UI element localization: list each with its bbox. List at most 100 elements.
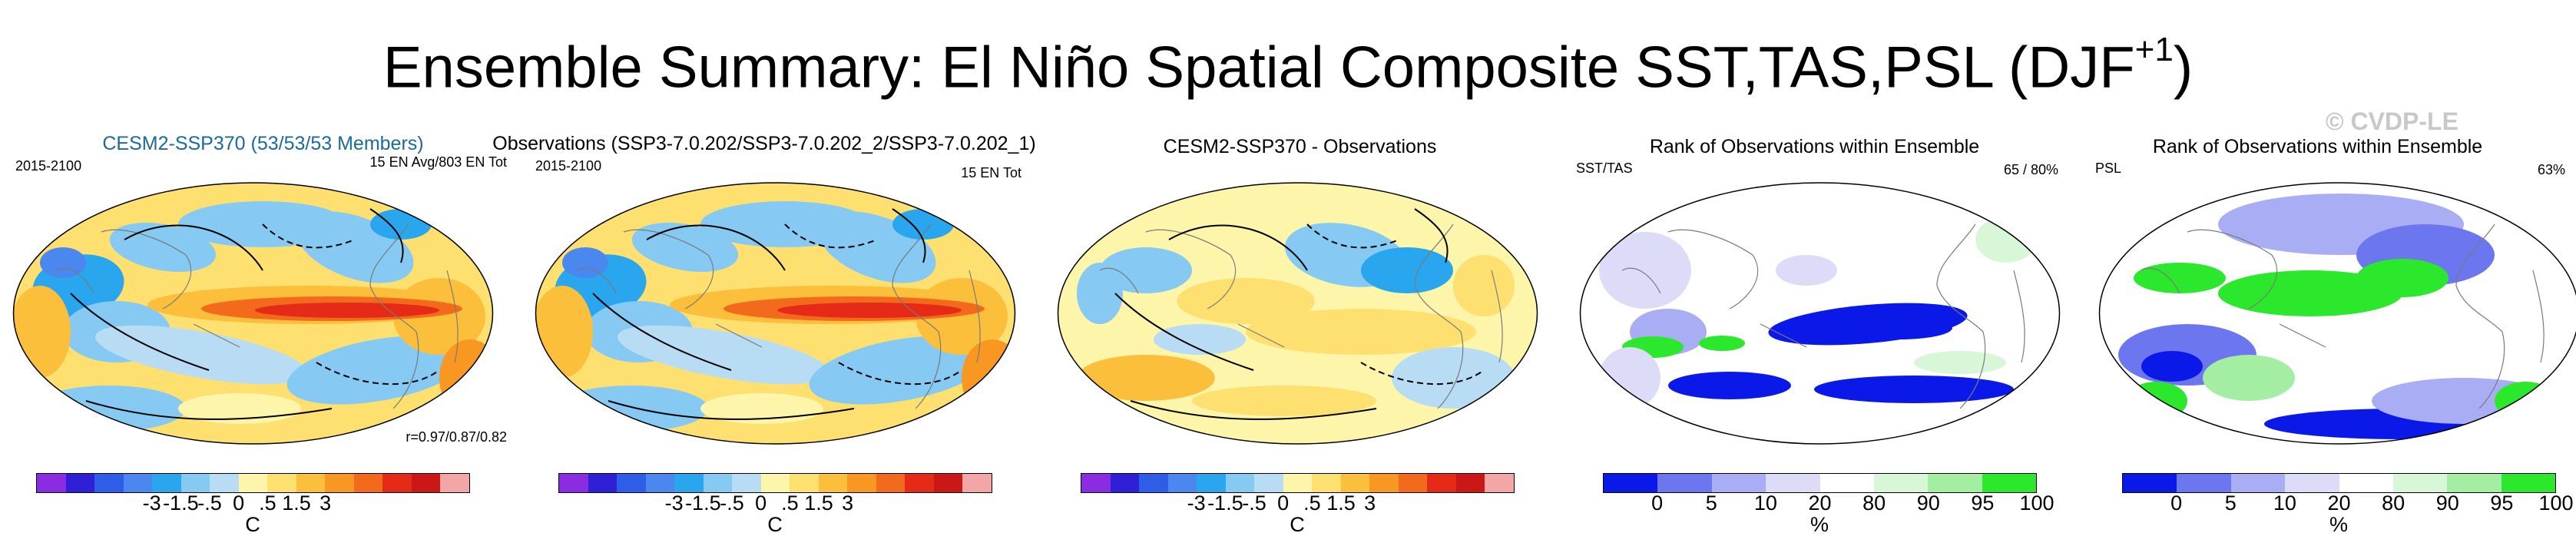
field-patch <box>1077 263 1123 324</box>
colorbar-tick-label: 3 <box>1364 491 1376 515</box>
panel-5-variable: PSL <box>2095 161 2122 176</box>
panel-3-map <box>1057 182 1538 445</box>
colorbar-swatch <box>933 474 963 492</box>
colorbar-tick-label: 80 <box>2382 491 2405 515</box>
colorbar-swatch <box>325 474 354 492</box>
colorbar-swatch <box>180 474 210 492</box>
psl-contour <box>369 208 404 263</box>
panel-1-title: CESM2-SSP370 (53/53/53 Members) <box>102 133 424 154</box>
field-patch <box>1192 386 1376 416</box>
panel-4-title: Rank of Observations within Ensemble <box>1649 136 1980 157</box>
colorbar-tick-label: -3 <box>664 491 684 515</box>
colorbar-swatch <box>818 474 848 492</box>
coastline <box>1667 229 1759 309</box>
colorbar-tick-label: .5 <box>1303 491 1321 515</box>
colorbar-swatch <box>94 474 124 492</box>
psl-contour <box>316 362 440 386</box>
coastline <box>446 270 459 363</box>
colorbar-swatch <box>1604 474 1658 492</box>
field-patch <box>1100 247 1192 293</box>
map-outline <box>12 182 494 445</box>
colorbar-swatch <box>2447 474 2502 492</box>
field-patch <box>2203 355 2295 401</box>
colorbar-swatch <box>440 474 469 492</box>
colorbar-swatch <box>674 474 704 492</box>
panel-4-summary: 65 / 80% <box>2003 162 2058 177</box>
colorbar-swatch <box>2177 474 2231 492</box>
colorbar-swatch <box>1369 474 1399 492</box>
field-patch <box>2141 351 2203 382</box>
psl-contour <box>85 400 333 420</box>
colorbar-swatch <box>382 474 412 492</box>
colorbar-swatch <box>238 474 268 492</box>
colorbar-tick-label: 20 <box>1808 491 1832 515</box>
psl-contour <box>1414 208 1449 263</box>
colorbar-swatch <box>962 474 992 492</box>
psl-contour <box>608 400 855 420</box>
field-patch <box>1975 217 2037 263</box>
psl-contour <box>892 208 926 263</box>
colorbar-swatch <box>1398 474 1428 492</box>
colorbar-tick-label: .5 <box>259 491 276 515</box>
colorbar-swatch <box>876 474 906 492</box>
field-patch <box>535 286 593 378</box>
colorbar-swatch <box>2285 474 2339 492</box>
colorbar-swatch <box>152 474 181 492</box>
colorbar-tick-label: .5 <box>781 491 799 515</box>
panel-1-period: 2015-2100 <box>15 158 82 174</box>
coastline <box>968 270 981 363</box>
panel-1-correlation: r=0.97/0.87/0.82 <box>406 429 507 445</box>
psl-contour <box>124 224 263 271</box>
coastline <box>1621 267 1661 294</box>
coastline <box>101 229 192 309</box>
field-patch <box>95 325 307 385</box>
coastline <box>2141 267 2180 294</box>
colorbar-tick-label: -.5 <box>720 491 744 515</box>
psl-contour <box>1360 362 1485 386</box>
psl-contour <box>592 293 732 371</box>
colorbar-swatch <box>645 474 675 492</box>
map-outline <box>1057 182 1538 445</box>
figure-title-close: ) <box>2173 35 2194 101</box>
colorbar-swatch <box>1873 474 1929 492</box>
figure-title-text: Ensemble Summary: El Niño Spatial Compos… <box>382 35 2135 101</box>
field-patch <box>2134 263 2226 293</box>
colorbar-swatch <box>2230 474 2286 492</box>
colorbar-swatch <box>1657 474 1712 492</box>
map-outline <box>2098 182 2576 445</box>
colorbar-swatch <box>65 474 95 492</box>
coastline <box>2532 270 2545 363</box>
field-patch <box>40 247 86 278</box>
figure-title-superscript: +1 <box>2134 31 2174 68</box>
field-patch <box>777 303 962 318</box>
coastline <box>1936 223 1986 409</box>
field-patch <box>1361 247 1453 293</box>
colorbar-tick-label: 0 <box>2170 491 2183 515</box>
panel-3-colorbar <box>1081 473 1515 493</box>
panel-2-map <box>535 182 1016 445</box>
panel-3-title: CESM2-SSP370 - Observations <box>1163 136 1437 157</box>
colorbar-swatch <box>1766 474 1820 492</box>
coastline <box>2187 229 2278 309</box>
colorbar-tick-label: -.5 <box>1242 491 1266 515</box>
psl-contour <box>1130 400 1377 420</box>
panel-4-unit: % <box>1809 513 1829 536</box>
field-patch <box>618 325 829 385</box>
colorbar-swatch <box>1427 474 1456 492</box>
field-patch <box>255 303 439 318</box>
colorbar-swatch <box>617 474 646 492</box>
colorbar-tick-label: 90 <box>2435 491 2459 515</box>
panel-2-period: 2015-2100 <box>535 158 602 174</box>
psl-contour <box>1168 224 1308 271</box>
colorbar-tick-label: 0 <box>1651 491 1664 515</box>
panel-5-colorbar <box>2122 473 2556 493</box>
coastline <box>1491 270 1503 363</box>
coastline <box>193 323 240 348</box>
panel-1-count: 15 EN Avg/803 EN Tot <box>369 154 507 170</box>
colorbar-tick-label: 5 <box>1705 491 1717 515</box>
colorbar-swatch <box>1982 474 2036 492</box>
field-patch <box>1599 347 1660 409</box>
colorbar-swatch <box>37 474 66 492</box>
panel-4-map <box>1579 182 2061 445</box>
coastline <box>577 267 617 294</box>
